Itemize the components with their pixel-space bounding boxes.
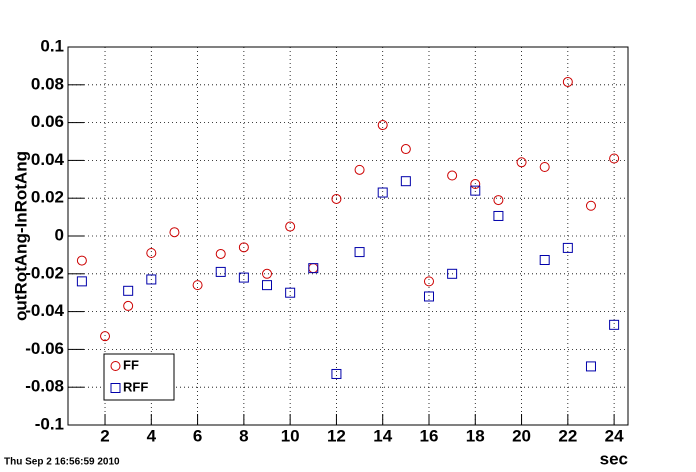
y-tick-label: -0.1 — [35, 414, 64, 433]
y-tick-label: 0.06 — [31, 112, 64, 131]
x-tick-label: 16 — [420, 426, 439, 445]
point — [100, 331, 111, 342]
y-tick-label: 0.1 — [40, 36, 64, 55]
footer: Thu Sep 2 16:56:59 2010 — [4, 457, 120, 468]
point — [262, 268, 273, 279]
legend-label: FF — [123, 357, 139, 372]
point — [76, 255, 87, 266]
x-axis-label: sec — [600, 449, 628, 468]
point — [169, 227, 180, 238]
point — [493, 210, 504, 221]
plot-frame — [67, 46, 629, 426]
point — [146, 248, 157, 259]
point — [516, 157, 527, 168]
point — [447, 170, 458, 181]
x-tick-label: 4 — [147, 426, 157, 445]
point — [447, 268, 458, 279]
legend-marker — [110, 383, 121, 393]
point — [123, 300, 134, 311]
point — [377, 120, 388, 131]
point — [123, 285, 134, 296]
point — [562, 242, 573, 253]
point — [285, 221, 296, 232]
point — [331, 193, 342, 204]
point — [354, 164, 365, 175]
x-tick-label: 8 — [239, 426, 248, 445]
point — [585, 200, 596, 211]
point — [285, 287, 296, 298]
point — [377, 187, 388, 198]
x-tick-label: 10 — [281, 426, 300, 445]
point — [215, 248, 226, 259]
x-tick-label: 18 — [466, 426, 485, 445]
legend-label: RFF — [123, 379, 148, 394]
point — [470, 179, 481, 190]
x-tick-label: 20 — [512, 426, 531, 445]
y-tick-label: -0.06 — [25, 339, 64, 358]
point — [493, 195, 504, 206]
y-tick-label: 0.02 — [31, 188, 64, 207]
y-tick-label: -0.02 — [25, 263, 64, 282]
y-tick-label: 0 — [55, 225, 64, 244]
x-tick-label: 24 — [605, 426, 624, 445]
point — [238, 272, 249, 283]
y-tick-label: -0.08 — [25, 377, 64, 396]
point — [238, 242, 249, 253]
point — [539, 162, 550, 173]
point — [609, 153, 620, 164]
point — [423, 276, 434, 287]
point — [146, 274, 157, 285]
point — [539, 255, 550, 266]
point — [400, 176, 411, 187]
point — [331, 368, 342, 379]
y-tick-label: -0.04 — [25, 301, 64, 320]
point — [215, 266, 226, 277]
point — [470, 185, 481, 196]
point — [262, 280, 273, 291]
x-tick-label: 14 — [373, 426, 392, 445]
point — [354, 247, 365, 258]
point — [400, 144, 411, 155]
y-axis-label: outRotAng-InRotAng — [11, 151, 30, 321]
legend-marker — [110, 361, 121, 371]
point — [609, 319, 620, 330]
point — [192, 280, 203, 291]
point — [562, 76, 573, 87]
x-tick-label: 6 — [193, 426, 202, 445]
x-tick-label: 2 — [100, 426, 109, 445]
x-tick-label: 22 — [558, 426, 577, 445]
point — [76, 276, 87, 287]
point — [308, 263, 319, 274]
point — [423, 291, 434, 302]
y-tick-label: 0.08 — [31, 74, 64, 93]
point — [585, 361, 596, 372]
x-tick-label: 12 — [327, 426, 346, 445]
y-tick-label: 0.04 — [31, 150, 65, 169]
